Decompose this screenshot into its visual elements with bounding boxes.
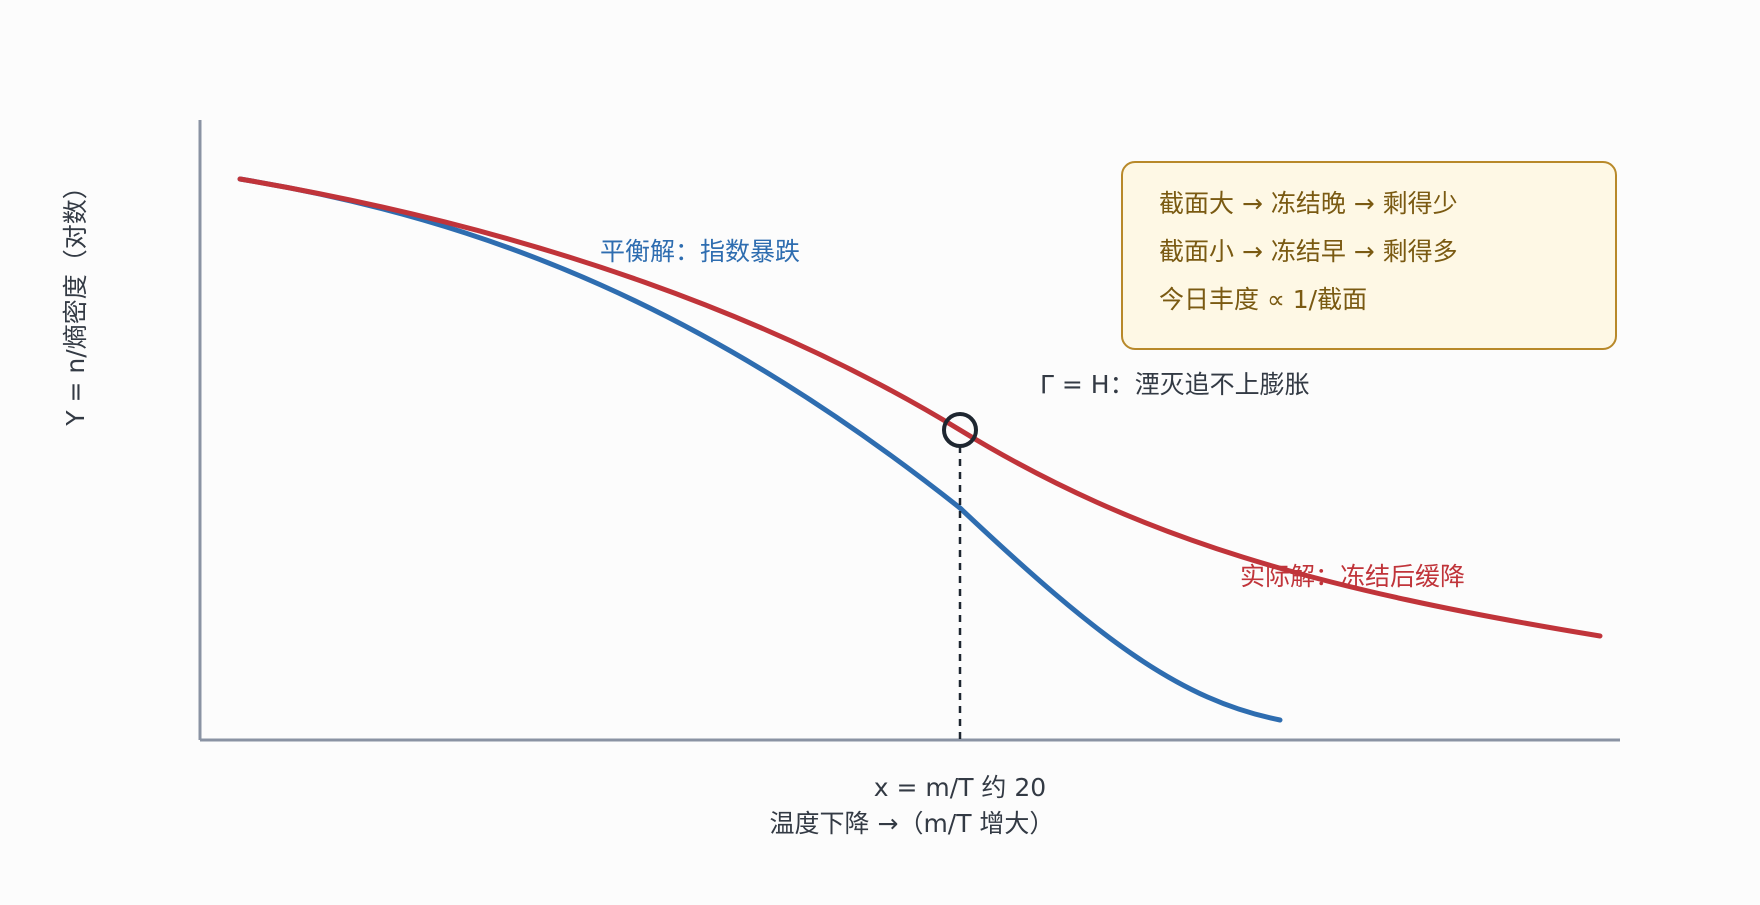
actual-curve-label: 实际解：冻结后缓降 — [1240, 562, 1465, 591]
equilibrium-curve-label: 平衡解：指数暴跌 — [600, 237, 800, 266]
equilibrium-curve — [237, 176, 1283, 723]
info-box: 截面大 → 冻结晚 → 剩得少 截面小 → 冻结早 → 剩得多 今日丰度 ∝ 1… — [1121, 161, 1617, 350]
info-line: 截面大 → 冻结晚 → 剩得少 — [1159, 189, 1458, 218]
actual-curve — [237, 176, 1603, 639]
x-axis-label: 温度下降 →（m/T 增大） — [770, 809, 1055, 838]
freeze-point-label: Γ = H：湮灭追不上膨胀 — [1040, 370, 1310, 399]
freeze-x-label: x = m/T 约 20 — [874, 773, 1046, 802]
info-line: 截面小 → 冻结早 → 剩得多 — [1159, 237, 1458, 266]
y-axis-label: Y = n/熵密度（对数） — [61, 174, 90, 426]
info-line: 今日丰度 ∝ 1/截面 — [1159, 285, 1368, 314]
freeze-out-marker — [942, 412, 978, 448]
